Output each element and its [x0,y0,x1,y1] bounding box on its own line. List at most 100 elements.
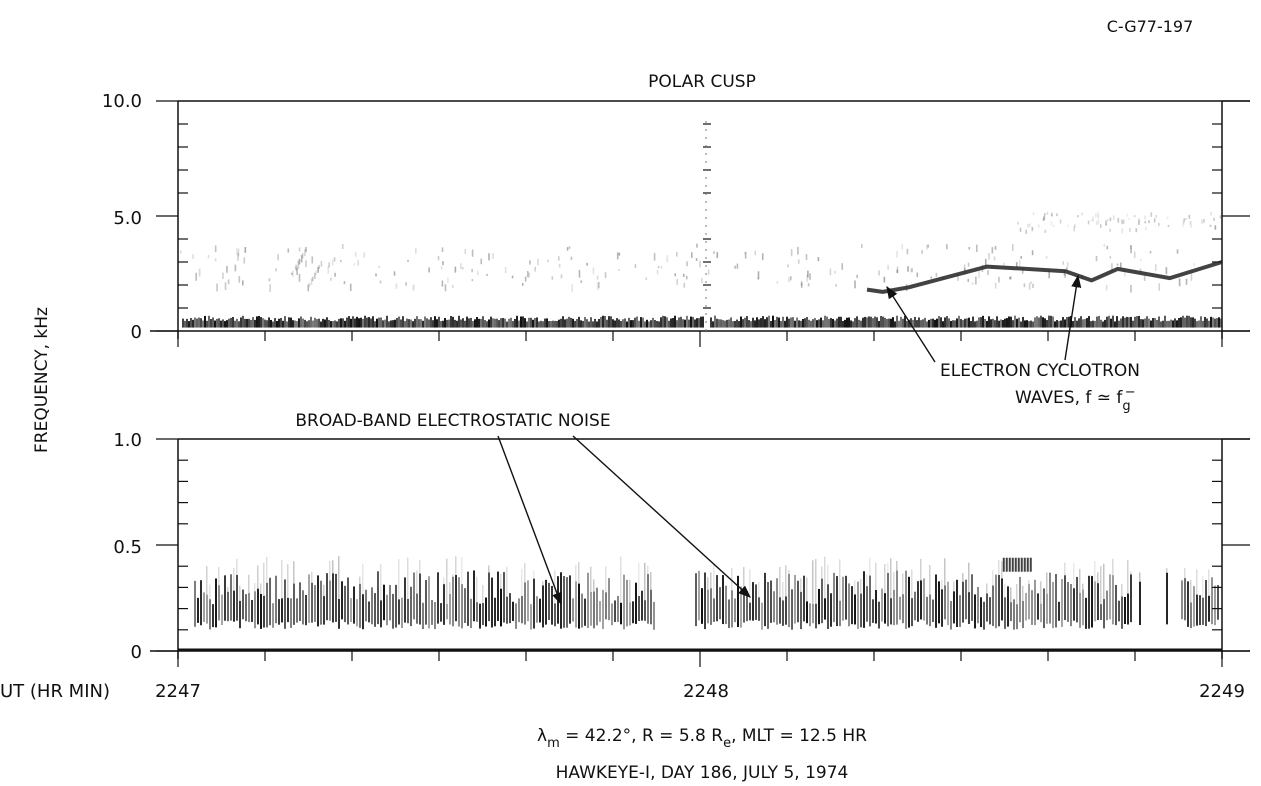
low-band-mark [258,315,260,328]
noise-mark [335,573,337,622]
noise-mark [728,599,730,628]
scatter-mark [1012,244,1014,251]
scatter-mark [1105,220,1107,226]
noise-mark [221,594,223,626]
low-band-mark [832,318,834,328]
scatter-mark [984,258,987,266]
noise-mark [1196,569,1198,595]
low-band-mark [388,321,390,328]
scatter-mark [454,266,457,273]
scatter-mark [1139,268,1142,273]
scatter-mark [195,272,198,281]
noise-mark [404,577,406,623]
noise-mark [461,584,463,629]
low-band-mark [490,316,492,328]
noise-mark [1010,587,1012,603]
noise-mark [1049,572,1051,624]
noise-mark [647,565,649,575]
noise-mark [1014,557,1017,572]
scatter-mark [1143,275,1146,281]
cyclotron-trace [866,260,1223,294]
scatter-mark [440,266,443,270]
noise-mark [1115,584,1117,626]
low-band-mark [842,320,844,328]
noise-mark [1019,576,1021,623]
low-band-mark [426,318,428,328]
noise-mark [713,598,715,622]
low-band-mark [508,318,510,328]
noise-mark [311,571,313,583]
noise-mark [980,597,982,628]
scatter-mark [1066,261,1069,268]
low-band-mark [1166,320,1168,328]
scatter-mark [653,252,656,261]
bottom-panel [150,438,1250,667]
scatter-mark [976,244,978,252]
noise-mark [233,590,235,622]
low-band-mark [308,320,310,328]
noise-mark [542,581,544,586]
low-band-mark [416,316,418,328]
noise-mark [599,601,601,622]
low-band-mark [922,319,924,328]
noise-mark [1022,600,1024,629]
noise-mark [911,569,913,599]
noise-mark [830,593,832,627]
noise-mark [1100,604,1102,621]
noise-mark [650,589,652,625]
noise-mark [206,566,208,595]
scatter-mark [238,276,241,283]
low-band-mark [424,316,426,328]
noise-mark [554,603,556,627]
scatter-mark [477,271,479,275]
scatter-mark [734,265,736,269]
noise-mark [239,585,241,601]
low-band-mark [1132,320,1134,328]
noise-mark [266,582,268,628]
scatter-mark [674,273,677,277]
low-band-mark [1010,316,1012,328]
noise-mark [449,594,451,625]
noise-mark [1022,585,1024,601]
low-band-mark [1006,318,1008,328]
scatter-mark [800,281,803,286]
noise-mark [533,578,535,629]
low-band-mark [980,317,982,328]
noise-mark [419,559,421,574]
low-band-mark [1122,316,1124,328]
noise-mark [257,565,259,589]
low-band-mark [822,320,824,328]
noise-mark [1127,593,1129,625]
cyclotron-arrow-1 [886,285,936,363]
scatter-mark [333,257,336,262]
scatter-mark [529,260,531,265]
noise-mark [593,579,595,592]
noise-mark [797,580,799,623]
noise-mark [512,601,514,621]
low-band-mark [620,321,622,328]
low-band-mark [1186,315,1188,328]
low-band-mark [422,320,424,328]
noise-mark [890,558,892,599]
low-band-mark [212,317,214,328]
low-band-mark [1142,319,1144,328]
low-band-mark [1034,317,1036,328]
noise-mark [284,579,286,629]
scatter-mark [1017,221,1019,225]
scatter-mark [907,266,909,272]
noise-mark [947,581,949,626]
low-band-mark [748,320,750,328]
scatter-mark [683,282,686,288]
scatter-mark [340,259,342,263]
noise-mark [281,559,283,599]
low-band-mark [736,319,738,328]
noise-mark [1124,596,1126,624]
scatter-mark [1002,262,1005,266]
low-band-mark [590,317,592,328]
scatter-mark [214,258,217,262]
low-band-mark [524,318,526,328]
scatter-mark [618,252,621,256]
low-band-mark [244,318,246,328]
low-band-mark [292,320,294,328]
scatter-mark [292,270,294,277]
